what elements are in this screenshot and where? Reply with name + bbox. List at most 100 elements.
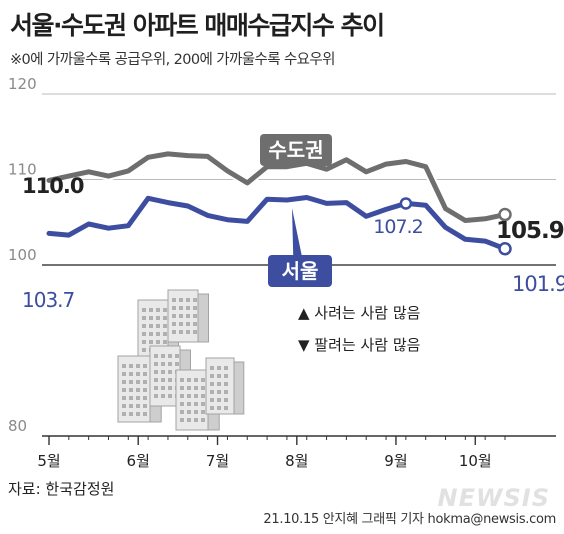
building-window — [163, 316, 167, 320]
building-window — [193, 314, 197, 318]
building-window — [180, 410, 184, 414]
annotation-buy: ▲ 사려는 사람 많음 — [298, 304, 420, 322]
metro-start-label: 110.0 — [22, 174, 84, 198]
building-window — [136, 364, 140, 368]
building-window — [194, 410, 198, 414]
building-window — [201, 378, 205, 382]
building-window — [224, 374, 228, 378]
x-tick-label: 6월 — [127, 452, 150, 470]
building-window — [143, 396, 147, 400]
building-window — [161, 354, 165, 358]
y-tick-label-110: 110 — [8, 161, 37, 179]
building-window — [175, 362, 179, 366]
x-tick-label: 10월 — [459, 452, 492, 470]
building-window — [149, 308, 153, 312]
building-window — [163, 340, 167, 344]
building-window — [142, 340, 146, 344]
building-window — [129, 388, 133, 392]
building-window — [122, 396, 126, 400]
building-window — [172, 330, 176, 334]
building-window — [187, 410, 191, 414]
building-window — [179, 298, 183, 302]
building-window — [154, 378, 158, 382]
building-window — [163, 332, 167, 336]
building-window — [136, 388, 140, 392]
metro-end-label: 105.9 — [496, 218, 564, 244]
building-window — [122, 364, 126, 368]
building-window — [136, 412, 140, 416]
building-window — [217, 382, 221, 386]
building-side — [197, 293, 209, 343]
building-window — [172, 322, 176, 326]
seoul-peak-point — [399, 197, 413, 210]
building-window — [122, 404, 126, 408]
x-tick-label: 8월 — [285, 452, 308, 470]
building-window — [129, 364, 133, 368]
building-window — [175, 354, 179, 358]
legend-metro: 수도권 — [260, 134, 332, 166]
building-window — [142, 316, 146, 320]
building-window — [193, 322, 197, 326]
building-window — [180, 418, 184, 422]
building-window — [224, 366, 228, 370]
y-tick-label-80: 80 — [8, 417, 27, 435]
building-window — [194, 402, 198, 406]
building-window — [161, 386, 165, 390]
building-window — [201, 386, 205, 390]
building-window — [168, 362, 172, 366]
legend-seoul: 서울 — [268, 208, 332, 287]
series-end-point-1 — [498, 242, 512, 256]
series-halo-1 — [44, 193, 510, 254]
building-window — [186, 314, 190, 318]
building-window — [129, 404, 133, 408]
seoul-peak-label: 107.2 — [373, 216, 422, 238]
building-window — [201, 402, 205, 406]
building-window — [194, 386, 198, 390]
building-window — [154, 354, 158, 358]
building-window — [143, 388, 147, 392]
building-window — [210, 390, 214, 394]
building-window — [161, 370, 165, 374]
building-window — [142, 324, 146, 328]
building-window — [149, 340, 153, 344]
x-tick-label: 7월 — [206, 452, 229, 470]
building-window — [143, 412, 147, 416]
building-window — [154, 362, 158, 366]
building-window — [201, 410, 205, 414]
building-window — [179, 330, 183, 334]
building-window — [224, 382, 228, 386]
building-window — [136, 396, 140, 400]
legend-metro-text: 수도권 — [268, 138, 323, 162]
title-block: 서울·수도권 아파트 매매수급지수 추이 ※0에 가까울수록 공급우위, 200… — [10, 6, 385, 69]
building-window — [129, 372, 133, 376]
series-line-0 — [46, 151, 508, 223]
building-window — [149, 332, 153, 336]
building-window — [193, 306, 197, 310]
building-window — [201, 394, 205, 398]
building-window — [143, 372, 147, 376]
building-window — [180, 402, 184, 406]
building-window — [163, 308, 167, 312]
building-window — [210, 374, 214, 378]
building-window — [217, 406, 221, 410]
watermark: NEWSIS — [437, 484, 550, 512]
building-window — [193, 298, 197, 302]
building-window — [149, 316, 153, 320]
building-window — [142, 308, 146, 312]
building-window — [224, 406, 228, 410]
chart-subtitle: ※0에 가까울수록 공급우위, 200에 가까울수록 수요우위 — [10, 52, 336, 68]
building-side — [233, 361, 245, 415]
building-window — [122, 380, 126, 384]
building-window — [122, 388, 126, 392]
x-tick-label: 9월 — [384, 452, 407, 470]
building-window — [156, 308, 160, 312]
building-window — [129, 380, 133, 384]
credit-note: 21.10.15 안지혜 그래픽 기자 hokma@newsis.com — [263, 512, 556, 527]
building-window — [194, 394, 198, 398]
building-window — [161, 362, 165, 366]
series-end-point-0 — [498, 207, 512, 222]
building-window — [172, 314, 176, 318]
building-window — [179, 306, 183, 310]
